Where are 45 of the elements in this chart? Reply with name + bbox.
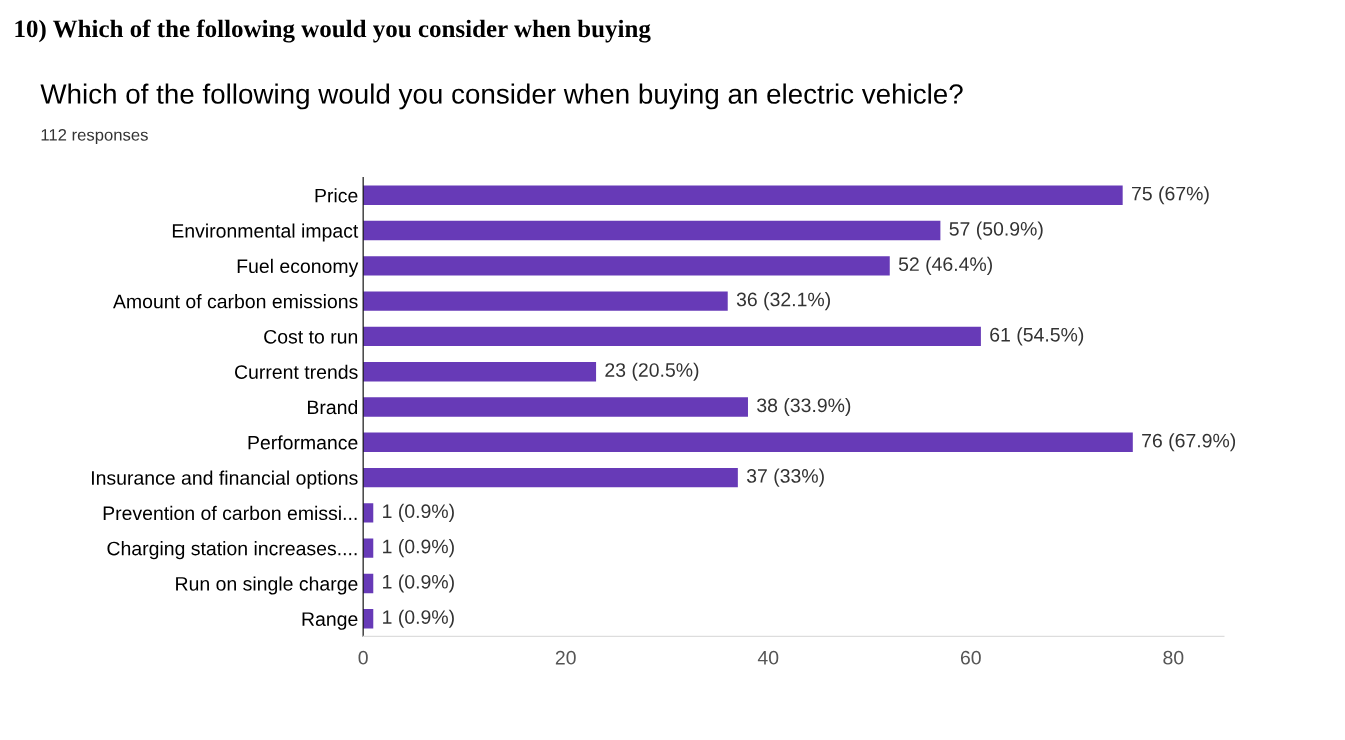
bar bbox=[363, 362, 597, 382]
y-tick-label: Prevention of carbon emissi... bbox=[103, 505, 357, 521]
data-label: 61 (54.5%) bbox=[990, 327, 1084, 346]
data-label: 23 (20.5%) bbox=[605, 362, 699, 381]
bar bbox=[363, 326, 981, 347]
bar bbox=[363, 256, 890, 276]
data-label: 38 (33.9%) bbox=[757, 397, 851, 417]
y-tick-label: Fuel economy bbox=[237, 258, 359, 277]
data-label: 1 (0.9%) bbox=[383, 539, 454, 558]
x-tick-label: 0 bbox=[358, 650, 368, 665]
y-tick-label: Range bbox=[302, 612, 358, 630]
bar bbox=[363, 220, 941, 241]
data-label: 57 (50.9%) bbox=[949, 221, 1043, 240]
data-label: 37 (33%) bbox=[746, 468, 824, 487]
x-tick-label: 40 bbox=[757, 650, 779, 665]
bar bbox=[363, 538, 374, 558]
y-tick-label: Current trends bbox=[235, 364, 358, 379]
text: 10) Which of the following would you consider when buying bbox=[15, 19, 651, 43]
bar bbox=[363, 397, 748, 417]
bar bbox=[363, 432, 1133, 452]
data-label: 1 (0.9%) bbox=[383, 503, 454, 522]
y-tick-label: Amount of carbon emissions bbox=[113, 294, 358, 309]
y-tick-label: Run on single charge bbox=[176, 576, 358, 595]
data-label: 75 (67%) bbox=[1132, 186, 1209, 205]
y-tick-label: Price bbox=[315, 188, 358, 203]
y-tick-label: Cost to run bbox=[264, 329, 358, 344]
y-tick-label: Brand bbox=[308, 399, 358, 415]
bar bbox=[363, 503, 374, 523]
text: 112 responses bbox=[41, 128, 148, 145]
chart-title: Which of the following would you consider when buying an electric vehicle? bbox=[40, 83, 963, 110]
bar bbox=[363, 185, 1123, 205]
bar bbox=[363, 291, 728, 311]
data-label: 1 (0.9%) bbox=[383, 574, 454, 593]
x-tick-label: 60 bbox=[960, 650, 981, 665]
data-label: 36 (32.1%) bbox=[736, 292, 830, 311]
data-label: 1 (0.9%) bbox=[383, 609, 454, 628]
bar bbox=[363, 467, 738, 488]
y-tick-label: Insurance and financial options bbox=[92, 470, 358, 489]
data-label: 52 (46.4%) bbox=[898, 256, 992, 275]
y-tick-label: Performance bbox=[248, 435, 358, 450]
x-tick-label: 80 bbox=[1163, 650, 1184, 665]
y-tick-label: Charging station increases.... bbox=[107, 541, 357, 560]
y-tick-label: Environmental impact bbox=[172, 223, 359, 242]
data-label: 76 (67.9%) bbox=[1142, 433, 1236, 452]
x-tick-label: 20 bbox=[555, 650, 576, 665]
